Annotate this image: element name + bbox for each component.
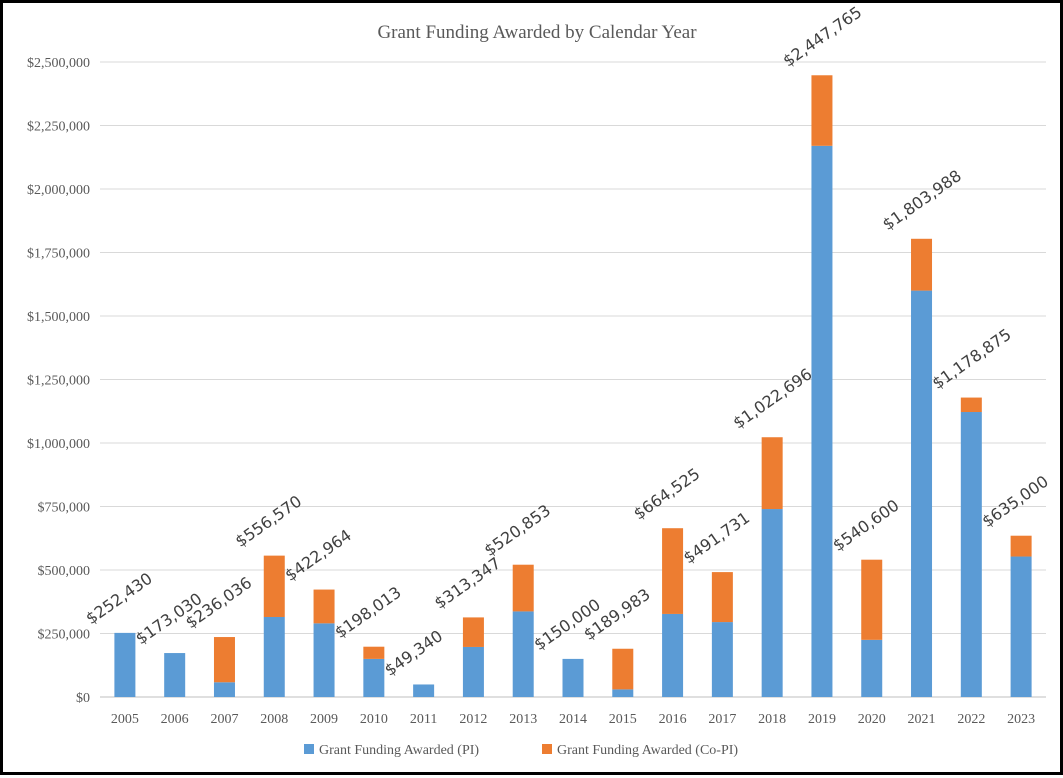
y-tick-label: $2,500,000 [27, 56, 90, 71]
x-tick-label: 2005 [111, 712, 139, 727]
x-axis-ticks: 2005 2006 2007 2008 2009 2010 2011 2012 2013 2014… [111, 712, 1035, 727]
data-label-total: $556,570 [232, 492, 305, 551]
x-tick-label: 2011 [410, 712, 437, 727]
bar-segment-pi [313, 623, 335, 697]
bar-segment-pi [711, 622, 733, 697]
y-tick-label: $2,250,000 [27, 120, 90, 135]
bar-segment-copi [662, 528, 684, 614]
legend-swatch-copi [542, 744, 552, 754]
x-tick-label: 2010 [360, 712, 388, 727]
x-tick-label: 2007 [210, 712, 238, 727]
bar-segment-copi [861, 559, 883, 640]
x-tick-label: 2008 [260, 712, 288, 727]
bar-segment-copi [1010, 535, 1032, 557]
x-tick-label: 2016 [659, 712, 687, 727]
data-label-total: $49,340 [381, 626, 446, 680]
bar-segment-copi [313, 589, 335, 624]
bar-segment-copi [512, 564, 534, 612]
x-tick-label: 2020 [858, 712, 886, 727]
y-axis-ticks: $0 $250,000 $500,000 $750,000 $1,000,000 $1,2… [27, 56, 90, 706]
data-label-total: $520,853 [481, 501, 554, 560]
data-label-total: $664,525 [630, 464, 703, 523]
data-label-total: $635,000 [979, 472, 1052, 531]
y-tick-label: $1,250,000 [27, 374, 90, 389]
data-label-total: $2,447,765 [779, 3, 865, 71]
bar-segment-copi [612, 648, 634, 690]
x-tick-label: 2018 [758, 712, 786, 727]
bar-segment-pi [512, 611, 534, 697]
data-label-total: $1,803,988 [879, 166, 965, 234]
x-tick-label: 2012 [459, 712, 487, 727]
bar-segment-pi [612, 689, 634, 697]
bars [114, 75, 1032, 697]
data-label-total: $1,178,875 [929, 325, 1015, 393]
bar-segment-pi [114, 632, 136, 697]
gridlines [100, 61, 1046, 698]
x-tick-label: 2014 [559, 712, 587, 727]
bar-segment-pi [861, 639, 883, 697]
data-label-total: $540,600 [829, 496, 902, 555]
bar-segment-pi [811, 145, 833, 697]
y-tick-label: $1,500,000 [27, 310, 90, 325]
y-tick-label: $1,000,000 [27, 437, 90, 452]
bar-segment-pi [1010, 556, 1032, 697]
bar-segment-copi [911, 238, 933, 291]
x-tick-label: 2015 [609, 712, 637, 727]
bar-segment-pi [761, 509, 783, 697]
bar-segment-pi [263, 616, 285, 697]
data-label-total: $422,964 [281, 525, 354, 584]
bar-segment-copi [462, 617, 484, 647]
data-labels: $252,430$173,030$236,036$556,570$422,964… [82, 3, 1052, 680]
bar-segment-pi [462, 646, 484, 697]
y-tick-label: $500,000 [38, 564, 91, 579]
bar-segment-copi [711, 572, 733, 623]
stacked-bar-chart: Grant Funding Awarded by Calendar Year $… [27, 3, 1052, 758]
bar-segment-pi [662, 613, 684, 697]
legend-label-pi: Grant Funding Awarded (PI) [319, 743, 479, 758]
bar-segment-pi [960, 412, 982, 697]
bar-segment-pi [413, 684, 435, 697]
bar-segment-pi [213, 682, 235, 697]
y-tick-label: $2,000,000 [27, 183, 90, 198]
legend-swatch-pi [304, 744, 314, 754]
x-tick-label: 2013 [509, 712, 537, 727]
legend: Grant Funding Awarded (PI) Grant Funding… [304, 743, 738, 758]
bar-segment-copi [811, 75, 833, 146]
x-tick-label: 2017 [708, 712, 736, 727]
bar-segment-copi [363, 646, 385, 659]
data-label-total: $252,430 [82, 569, 155, 628]
bar-segment-copi [213, 637, 235, 683]
y-tick-label: $250,000 [38, 628, 91, 643]
bar-segment-copi [960, 397, 982, 413]
chart-title: Grant Funding Awarded by Calendar Year [377, 22, 697, 43]
bar-segment-copi [761, 437, 783, 510]
bar-segment-pi [164, 653, 186, 697]
data-label-total: $1,022,696 [730, 364, 816, 432]
bar-segment-pi [911, 290, 933, 697]
x-tick-label: 2006 [161, 712, 189, 727]
data-label-total: $491,731 [680, 508, 753, 567]
x-tick-label: 2023 [1007, 712, 1035, 727]
x-tick-label: 2009 [310, 712, 338, 727]
legend-label-copi: Grant Funding Awarded (Co-PI) [557, 743, 738, 758]
bar-segment-copi [263, 555, 285, 617]
y-tick-label: $750,000 [38, 501, 91, 516]
data-label-total: $313,347 [431, 553, 504, 612]
bar-segment-pi [562, 658, 584, 697]
x-tick-label: 2022 [957, 712, 985, 727]
x-tick-label: 2019 [808, 712, 836, 727]
bar-segment-pi [363, 658, 385, 697]
x-tick-label: 2021 [908, 712, 936, 727]
y-tick-label: $1,750,000 [27, 247, 90, 262]
y-tick-label: $0 [76, 691, 90, 706]
